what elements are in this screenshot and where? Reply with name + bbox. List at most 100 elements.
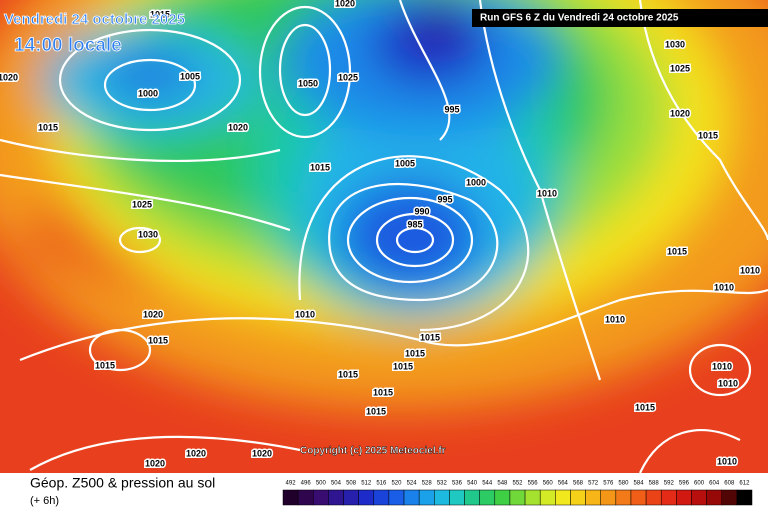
colorbar-swatch xyxy=(358,489,375,506)
isobar-label: 1020 xyxy=(670,108,690,118)
colorbar-label: 532 xyxy=(437,481,448,487)
colorbar-label: 560 xyxy=(543,481,554,487)
isobar-label: 1015 xyxy=(373,387,393,397)
isobar-label: 985 xyxy=(407,219,422,229)
colorbar-label: 516 xyxy=(376,481,387,487)
colorbar-label: 540 xyxy=(467,481,478,487)
colorbar-swatch xyxy=(313,489,329,506)
colorbar-label: 512 xyxy=(361,481,372,487)
colorbar-swatch xyxy=(539,489,556,506)
colorbar-swatch xyxy=(676,489,692,506)
colorbar-swatch xyxy=(645,489,662,506)
isobar-label: 1015 xyxy=(698,130,718,140)
isobar-label: 1020 xyxy=(145,458,165,468)
colorbar-label: 600 xyxy=(694,481,705,487)
colorbar-swatch xyxy=(509,489,526,506)
isobar-label: 1010 xyxy=(537,188,557,198)
colorbar-swatch xyxy=(615,489,632,506)
isobar-label: 1015 xyxy=(405,348,425,358)
copyright: Copyright (c) 2025 Meteociel.fr xyxy=(300,446,446,457)
colorbar-swatch xyxy=(328,489,344,506)
isobar-label: 1010 xyxy=(605,314,625,324)
colorbar-swatch xyxy=(524,489,541,506)
colorbar-swatch xyxy=(736,489,753,506)
colorbar-label: 536 xyxy=(452,481,463,487)
isobar-label: 1005 xyxy=(395,158,415,168)
colorbar-swatch xyxy=(600,489,617,506)
colorbar-swatch xyxy=(660,489,677,506)
colorbar-swatch xyxy=(706,489,722,506)
colorbar-label: 604 xyxy=(709,481,720,487)
isobar-label: 1010 xyxy=(295,309,315,319)
colorbar-swatch xyxy=(282,489,299,506)
isobar-label: 1010 xyxy=(718,378,738,388)
isobar-label: 1000 xyxy=(138,88,158,98)
colorbar-swatch xyxy=(418,489,435,506)
isobar-label: 1015 xyxy=(667,246,687,256)
isobar-label: 1020 xyxy=(335,0,355,8)
isobar-label: 1020 xyxy=(143,309,163,319)
isobar-label: 1020 xyxy=(252,448,272,458)
isobar-label: 1020 xyxy=(0,72,18,82)
colorbar-swatch xyxy=(464,489,480,506)
isobar-label: 1015 xyxy=(38,122,58,132)
isobar-label: 1010 xyxy=(712,361,732,371)
isobar-label: 1015 xyxy=(338,369,358,379)
colorbar-label: 496 xyxy=(301,481,312,487)
colorbar-swatch xyxy=(721,489,738,506)
isobar-label: 1010 xyxy=(714,282,734,292)
forecast-step: (+ 6h) xyxy=(30,495,59,507)
colorbar-label: 596 xyxy=(679,481,690,487)
colorbar-swatch xyxy=(691,489,707,506)
colorbar-label: 500 xyxy=(316,481,327,487)
isobar-label: 1050 xyxy=(298,78,318,88)
colorbar-label: 524 xyxy=(407,481,418,487)
legend-title: Géop. Z500 & pression au sol xyxy=(30,475,215,491)
isobar-label: 1005 xyxy=(180,71,200,81)
colorbar-swatch xyxy=(630,489,647,506)
colorbar-label: 584 xyxy=(634,481,645,487)
isobar-label: 1030 xyxy=(665,39,685,49)
colorbar-swatch xyxy=(449,489,465,506)
colorbar-label: 508 xyxy=(346,481,357,487)
colorbar-label: 528 xyxy=(422,481,433,487)
isobar-label: 1015 xyxy=(420,332,440,342)
isobar-label: 1015 xyxy=(148,335,168,345)
run-info: Run GFS 6 Z du Vendredi 24 octobre 2025 xyxy=(480,13,679,24)
geopotential-field: 1015 1020 1020 1005 1000 1050 1025 1015 1020 1015… xyxy=(0,0,768,473)
colorbar-label: 564 xyxy=(558,481,569,487)
colorbar-swatch xyxy=(388,489,405,506)
colorbar-swatch xyxy=(403,489,420,506)
colorbar-swatch xyxy=(297,489,314,506)
colorbar-label: 548 xyxy=(497,481,508,487)
colorbar-label: 568 xyxy=(573,481,584,487)
colorbar-label: 608 xyxy=(724,481,735,487)
colorbar-label: 544 xyxy=(482,481,493,487)
colorbar: 492 496 500 504 508 512 516 520 524 528 532 536 540 5… xyxy=(282,481,753,506)
colorbar-swatch xyxy=(373,489,390,506)
isobar-label: 1030 xyxy=(138,229,158,239)
colorbar-swatch xyxy=(494,489,511,506)
isobar-label: 1010 xyxy=(717,456,737,466)
isobar-label: 1020 xyxy=(228,122,248,132)
isobar-label: 1015 xyxy=(310,162,330,172)
isobar-label: 1015 xyxy=(150,9,170,19)
isobar-label: 1015 xyxy=(95,360,115,370)
isobar-label: 990 xyxy=(414,206,429,216)
colorbar-label: 576 xyxy=(603,481,614,487)
title: Vendredi 24 octobre 2025 xyxy=(4,11,185,28)
colorbar-swatch xyxy=(434,489,450,506)
isobar-label: 1015 xyxy=(366,406,386,416)
colorbar-label: 504 xyxy=(331,481,342,487)
colorbar-label: 592 xyxy=(664,481,675,487)
local-time: 14:00 locale xyxy=(14,35,122,56)
colorbar-label: 556 xyxy=(528,481,539,487)
colorbar-label: 520 xyxy=(391,481,402,487)
isobar-labels: 1015 1020 1020 1005 1000 1050 1025 1015 1020 1015… xyxy=(0,0,762,470)
colorbar-swatch xyxy=(570,489,586,506)
colorbar-swatch xyxy=(585,489,601,506)
isobar-label: 1025 xyxy=(338,72,358,82)
colorbar-swatch xyxy=(479,489,496,506)
isobar-label: 995 xyxy=(444,104,459,114)
